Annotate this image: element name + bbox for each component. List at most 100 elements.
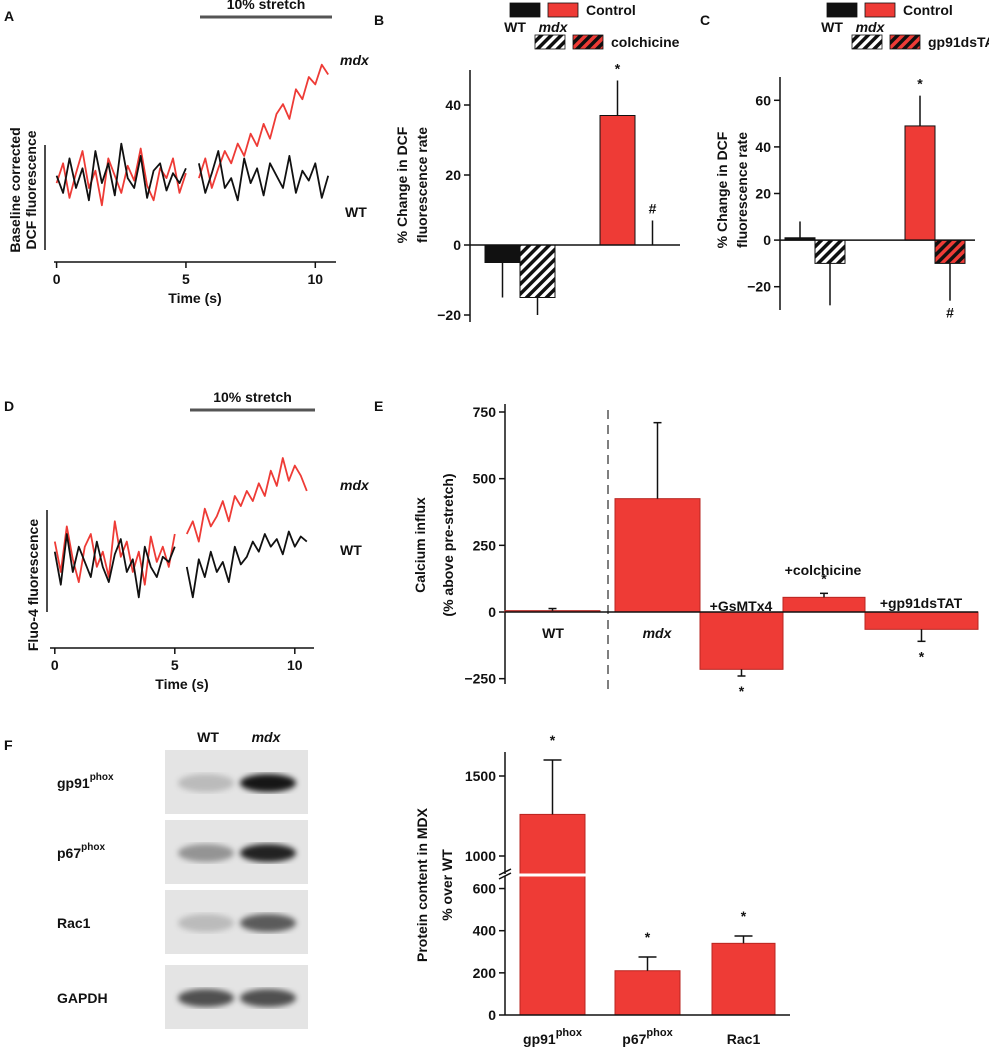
y-axis-label: fluorescence rate <box>414 127 430 243</box>
x-tick-label-sup: phox <box>556 1027 583 1039</box>
y-tick-label: 500 <box>473 471 497 487</box>
bar <box>864 611 979 630</box>
bar <box>782 596 866 613</box>
blot-row-label: gp91phox <box>57 772 114 792</box>
break-gap <box>519 873 586 877</box>
bar <box>599 115 636 246</box>
y-tick-label: 20 <box>445 167 461 183</box>
y-tick-label: −20 <box>747 279 771 295</box>
blot-row-label-sup: phox <box>90 772 114 783</box>
category-label: +colchicine <box>785 562 862 578</box>
x-tick-label-main: p67 <box>622 1031 646 1047</box>
bar <box>934 239 966 264</box>
x-tick-label: p67phox <box>622 1027 673 1047</box>
legend-group-label: mdx <box>539 19 569 35</box>
y-tick-label: 0 <box>763 232 771 248</box>
legend-swatch <box>889 34 921 50</box>
blot-band <box>240 844 296 862</box>
legend-swatch <box>547 2 579 18</box>
blot-band <box>240 774 296 792</box>
series-label: mdx <box>340 52 370 68</box>
category-label: WT <box>542 625 564 641</box>
y-tick-label: −250 <box>464 671 496 687</box>
trace <box>55 142 330 202</box>
y-axis-label: DCF fluorescence <box>23 130 39 249</box>
bar <box>484 244 521 263</box>
bar <box>614 970 681 1016</box>
panel-letter: C <box>700 12 710 28</box>
x-tick-label: 5 <box>182 271 190 287</box>
y-axis-label: (% above pre-stretch) <box>440 473 456 616</box>
y-axis-label: fluorescence rate <box>734 132 750 248</box>
significance-marker: * <box>821 570 827 586</box>
trace <box>55 63 329 207</box>
bar <box>711 942 776 1016</box>
blot-row-label-main: GAPDH <box>57 990 108 1006</box>
bar <box>699 611 784 670</box>
y-tick-label: 400 <box>473 923 497 939</box>
significance-marker: * <box>739 683 745 699</box>
x-tick-label: 5 <box>171 657 179 673</box>
y-tick-label: 40 <box>445 97 461 113</box>
blot-row-label-main: p67 <box>57 845 81 861</box>
legend-swatch <box>509 2 541 18</box>
y-tick-label: 1500 <box>465 768 496 784</box>
x-tick-label: gp91phox <box>523 1027 583 1047</box>
significance-marker: * <box>615 61 621 77</box>
y-tick-label: 0 <box>488 604 496 620</box>
blot-row-label: Rac1 <box>57 915 91 931</box>
legend-label: Control <box>903 2 953 18</box>
y-tick-label: 750 <box>473 404 497 420</box>
stretch-label: 10% stretch <box>213 389 292 405</box>
blot-band <box>178 844 234 862</box>
y-tick-label: 250 <box>473 537 497 553</box>
blot-row-label: p67phox <box>57 842 105 862</box>
legend-group-label: WT <box>821 19 843 35</box>
x-tick-label: 0 <box>53 271 61 287</box>
legend-label: gp91dsTAT <box>928 34 989 50</box>
panel-letter: E <box>374 398 383 414</box>
x-tick-label: 10 <box>308 271 324 287</box>
y-axis-label: Baseline corrected <box>7 127 23 252</box>
y-axis-label: Fluo-4 fluorescence <box>25 519 41 651</box>
y-tick-label: 20 <box>755 186 771 202</box>
blot-band <box>240 914 296 932</box>
legend-swatch <box>851 34 883 50</box>
blot-column-label: WT <box>197 729 219 745</box>
x-axis-label: Time (s) <box>155 676 208 692</box>
x-tick-label-main: gp91 <box>523 1031 556 1047</box>
significance-marker: * <box>917 76 923 92</box>
legend-label: colchicine <box>611 34 680 50</box>
y-tick-label: 40 <box>755 139 771 155</box>
series-label: WT <box>345 204 367 220</box>
significance-marker: * <box>919 648 925 664</box>
panel-letter: B <box>374 12 384 28</box>
blot-row-label-sup: phox <box>81 842 105 853</box>
category-label: +GsMTx4 <box>710 598 773 614</box>
series-label: WT <box>340 542 362 558</box>
x-tick-label: 10 <box>287 657 303 673</box>
y-tick-label: −20 <box>437 307 461 323</box>
y-tick-label: 0 <box>488 1007 496 1023</box>
legend-group-label: WT <box>504 19 526 35</box>
category-label: +gp91dsTAT <box>880 595 963 611</box>
axis-break <box>498 868 512 876</box>
legend-swatch <box>572 34 604 50</box>
significance-marker: * <box>741 908 747 924</box>
panel-letter: F <box>4 737 13 753</box>
bar <box>519 813 586 1016</box>
legend-group-label: mdx <box>856 19 886 35</box>
significance-marker: # <box>946 305 954 321</box>
x-tick-label: 0 <box>51 657 59 673</box>
panel-letter: A <box>4 8 14 24</box>
blot-band <box>178 774 234 792</box>
blot-band <box>178 989 234 1007</box>
x-axis-label: Time (s) <box>168 290 221 306</box>
y-tick-label: 600 <box>473 881 497 897</box>
y-tick-label: 200 <box>473 965 497 981</box>
y-axis-label: % Change in DCF <box>394 126 410 243</box>
y-tick-label: 1000 <box>465 848 496 864</box>
blot-band <box>240 989 296 1007</box>
legend-swatch <box>864 2 896 18</box>
